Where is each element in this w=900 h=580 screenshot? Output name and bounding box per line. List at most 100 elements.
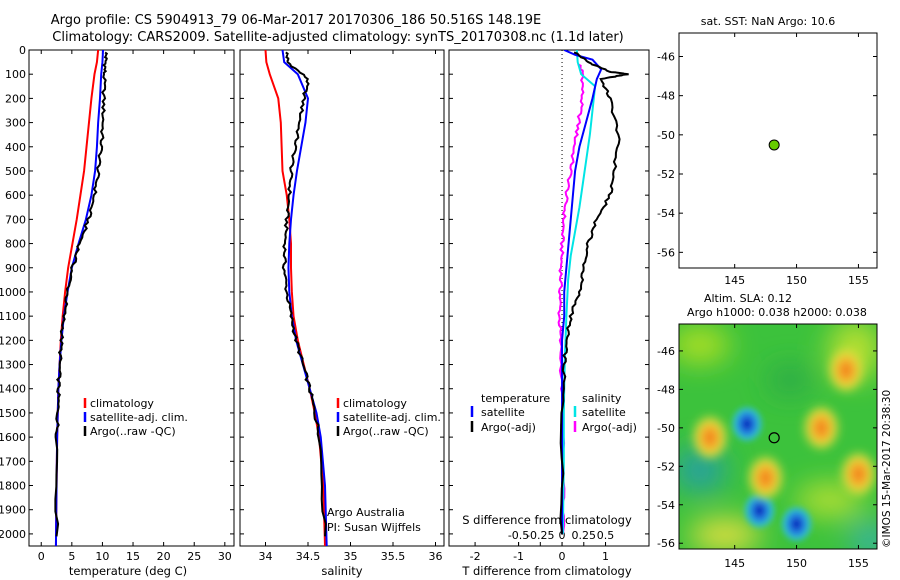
x-tick-label: 145: [724, 557, 745, 570]
x-tick-label: 36: [429, 550, 443, 563]
series-line-argo-raw-qc-: [281, 51, 327, 537]
y-tick-label: 700: [5, 213, 26, 226]
sla-heatmap: [679, 324, 877, 549]
temperature-xlabel: temperature (deg C): [69, 564, 187, 578]
y-tick-label: 1800: [0, 480, 26, 493]
x-tick-label: -2: [470, 550, 481, 563]
y-tick-label: -52: [657, 168, 675, 181]
x-tick-label: -1: [513, 550, 524, 563]
legend-label: Argo(-adj): [481, 421, 536, 434]
y-tick-label: 100: [5, 68, 26, 81]
legend-label: climatology: [343, 397, 407, 410]
legend-label: satellite: [481, 406, 525, 419]
x-tick-label: 1: [602, 550, 609, 563]
sst-map-title: sat. SST: NaN Argo: 10.6: [701, 15, 835, 28]
salinity-ticks: 34 34.5 35 35.5 36: [240, 49, 444, 563]
legend-label: climatology: [90, 397, 154, 410]
temperature-lines: [54, 50, 109, 546]
x-tick-label: 25: [187, 550, 201, 563]
x-tick-label: 20: [157, 550, 171, 563]
y-tick-label: -48: [657, 90, 675, 103]
sst-map-ticks: -46 -48 -50 -52 -54 -56 145 150 155: [657, 33, 877, 287]
sla-low-anomaly: [781, 507, 812, 541]
sla-low-anomaly: [744, 493, 775, 528]
series-line-argo-raw-qc-: [54, 51, 109, 537]
temperature-ticks: 0100200300400500600700800900100011001200…: [0, 44, 234, 563]
y-tick-label: -52: [657, 460, 675, 473]
y-tick-label: -46: [657, 51, 675, 64]
legend-label: satellite-adj. clim.: [343, 411, 441, 424]
salinity-xlabel: salinity: [321, 564, 362, 578]
sla-map-title2: Argo h1000: 0.038 h2000: 0.038: [687, 306, 867, 319]
x-tick-label: 10: [95, 550, 109, 563]
y-tick-label: -50: [657, 422, 675, 435]
legend-label: Argo(-adj): [582, 421, 637, 434]
x-tick-label: 5: [68, 550, 75, 563]
sla-map-panel: Altim. SLA: 0.12 Argo h1000: 0.038 h2000…: [657, 292, 893, 570]
legend-label: Argo(..raw -QC): [90, 425, 176, 438]
y-tick-label: 400: [5, 141, 26, 154]
y-tick-label: -54: [657, 499, 675, 512]
salinity-panel: 34 34.5 35 35.5 36 salinity climatology sate…: [239, 49, 445, 578]
difference-legend: temperature satellite Argo(-adj) salinit…: [470, 392, 637, 434]
y-tick-label: -46: [657, 345, 675, 358]
credit-text: Argo Australia: [327, 506, 405, 519]
y-tick-label: 200: [5, 92, 26, 105]
s-difference-xlabel: S difference from climatology: [462, 513, 632, 527]
y-tick-label: -48: [657, 383, 675, 396]
s-tick-label: -0.5: [508, 529, 529, 542]
sla-low-anomaly: [732, 407, 763, 441]
difference-ticks: -2 -1 0 1 -0.5-0.25 0 0.25 0.5: [449, 49, 649, 563]
pi-text: PI: Susan Wijffels: [327, 521, 421, 534]
difference-lines: [557, 50, 629, 535]
sla-high-anomaly: [749, 457, 782, 498]
x-tick-label: 155: [848, 557, 869, 570]
x-tick-label: 35.5: [381, 550, 406, 563]
difference-panel: -2 -1 0 1 -0.5-0.25 0 0.25 0.5 S difference fro…: [448, 49, 650, 578]
y-tick-label: 1700: [0, 455, 26, 468]
sla-map-frame: [678, 323, 878, 550]
temperature-axes-frame: [28, 49, 235, 547]
salinity-legend: climatology satellite-adj. clim. Argo(..…: [336, 397, 441, 438]
s-tick-label: -0.25: [526, 529, 554, 542]
sla-map-ticks: -46 -48 -50 -52 -54 -56 145 150 155: [657, 324, 877, 570]
y-tick-label: 1500: [0, 407, 26, 420]
difference-axes-frame: [448, 49, 650, 547]
imos-watermark: ©IMOS 15-Mar-2017 20:38:30: [881, 390, 893, 548]
y-tick-label: -56: [657, 246, 675, 259]
y-tick-label: 1100: [0, 310, 26, 323]
sla-high-anomaly: [805, 407, 838, 448]
legend-label: Argo(..raw -QC): [343, 425, 429, 438]
sst-map-marks: [768, 139, 780, 151]
y-tick-label: 500: [5, 165, 26, 178]
legend-heading-temperature: temperature: [481, 392, 550, 405]
sst-map-panel: sat. SST: NaN Argo: 10.6 -46 -48 -50 -52 -54…: [657, 15, 878, 287]
y-tick-label: -54: [657, 207, 675, 220]
sla-high-anomaly: [693, 417, 726, 458]
legend-label: satellite-adj. clim.: [90, 411, 188, 424]
sst-map-frame: [678, 32, 878, 269]
sla-high-anomaly: [830, 350, 863, 391]
x-tick-label: 35: [344, 550, 358, 563]
y-tick-label: 600: [5, 189, 26, 202]
x-tick-label: 34.5: [296, 550, 321, 563]
x-tick-label: 150: [786, 274, 807, 287]
y-tick-label: -50: [657, 129, 675, 142]
s-tick-label: 0: [559, 529, 566, 542]
salinity-axes-frame: [239, 49, 445, 547]
x-tick-label: 15: [126, 550, 140, 563]
s-tick-label: 0.5: [597, 529, 615, 542]
y-tick-label: 1200: [0, 334, 26, 347]
y-tick-label: 800: [5, 238, 26, 251]
x-tick-label: 0: [559, 550, 566, 563]
y-tick-label: 1600: [0, 431, 26, 444]
figure-title-line2: Climatology: CARS2009. Satellite-adjuste…: [52, 30, 624, 45]
argo-float-marker: [768, 139, 780, 151]
y-tick-label: 900: [5, 262, 26, 275]
y-tick-label: 1900: [0, 504, 26, 517]
y-tick-label: 1400: [0, 383, 26, 396]
figure-title-line1: Argo profile: CS 5904913_79 06-Mar-2017 …: [51, 13, 541, 28]
x-tick-label: 150: [786, 557, 807, 570]
t-difference-xlabel: T difference from climatology: [461, 564, 632, 578]
